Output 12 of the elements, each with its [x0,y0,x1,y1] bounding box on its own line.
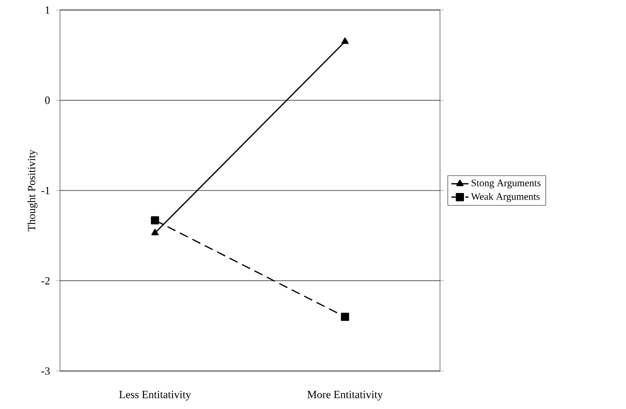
x-tick-label: Less Entitativity [119,390,192,400]
legend-label: Weak Arguments [471,192,540,202]
point [340,312,350,321]
y-tick-label: -1 [41,186,50,194]
y-axis-title: Thought Positivity [28,150,38,232]
legend-label: Stong Arguments [472,180,540,188]
point [150,216,160,224]
x-tick-label: More Entitativity [307,390,383,400]
y-tick-label: -2 [41,277,50,284]
y-tick-label: 0 [45,96,50,104]
y-tick-label: -3 [41,367,50,375]
y-tick-label: 1 [46,6,50,14]
